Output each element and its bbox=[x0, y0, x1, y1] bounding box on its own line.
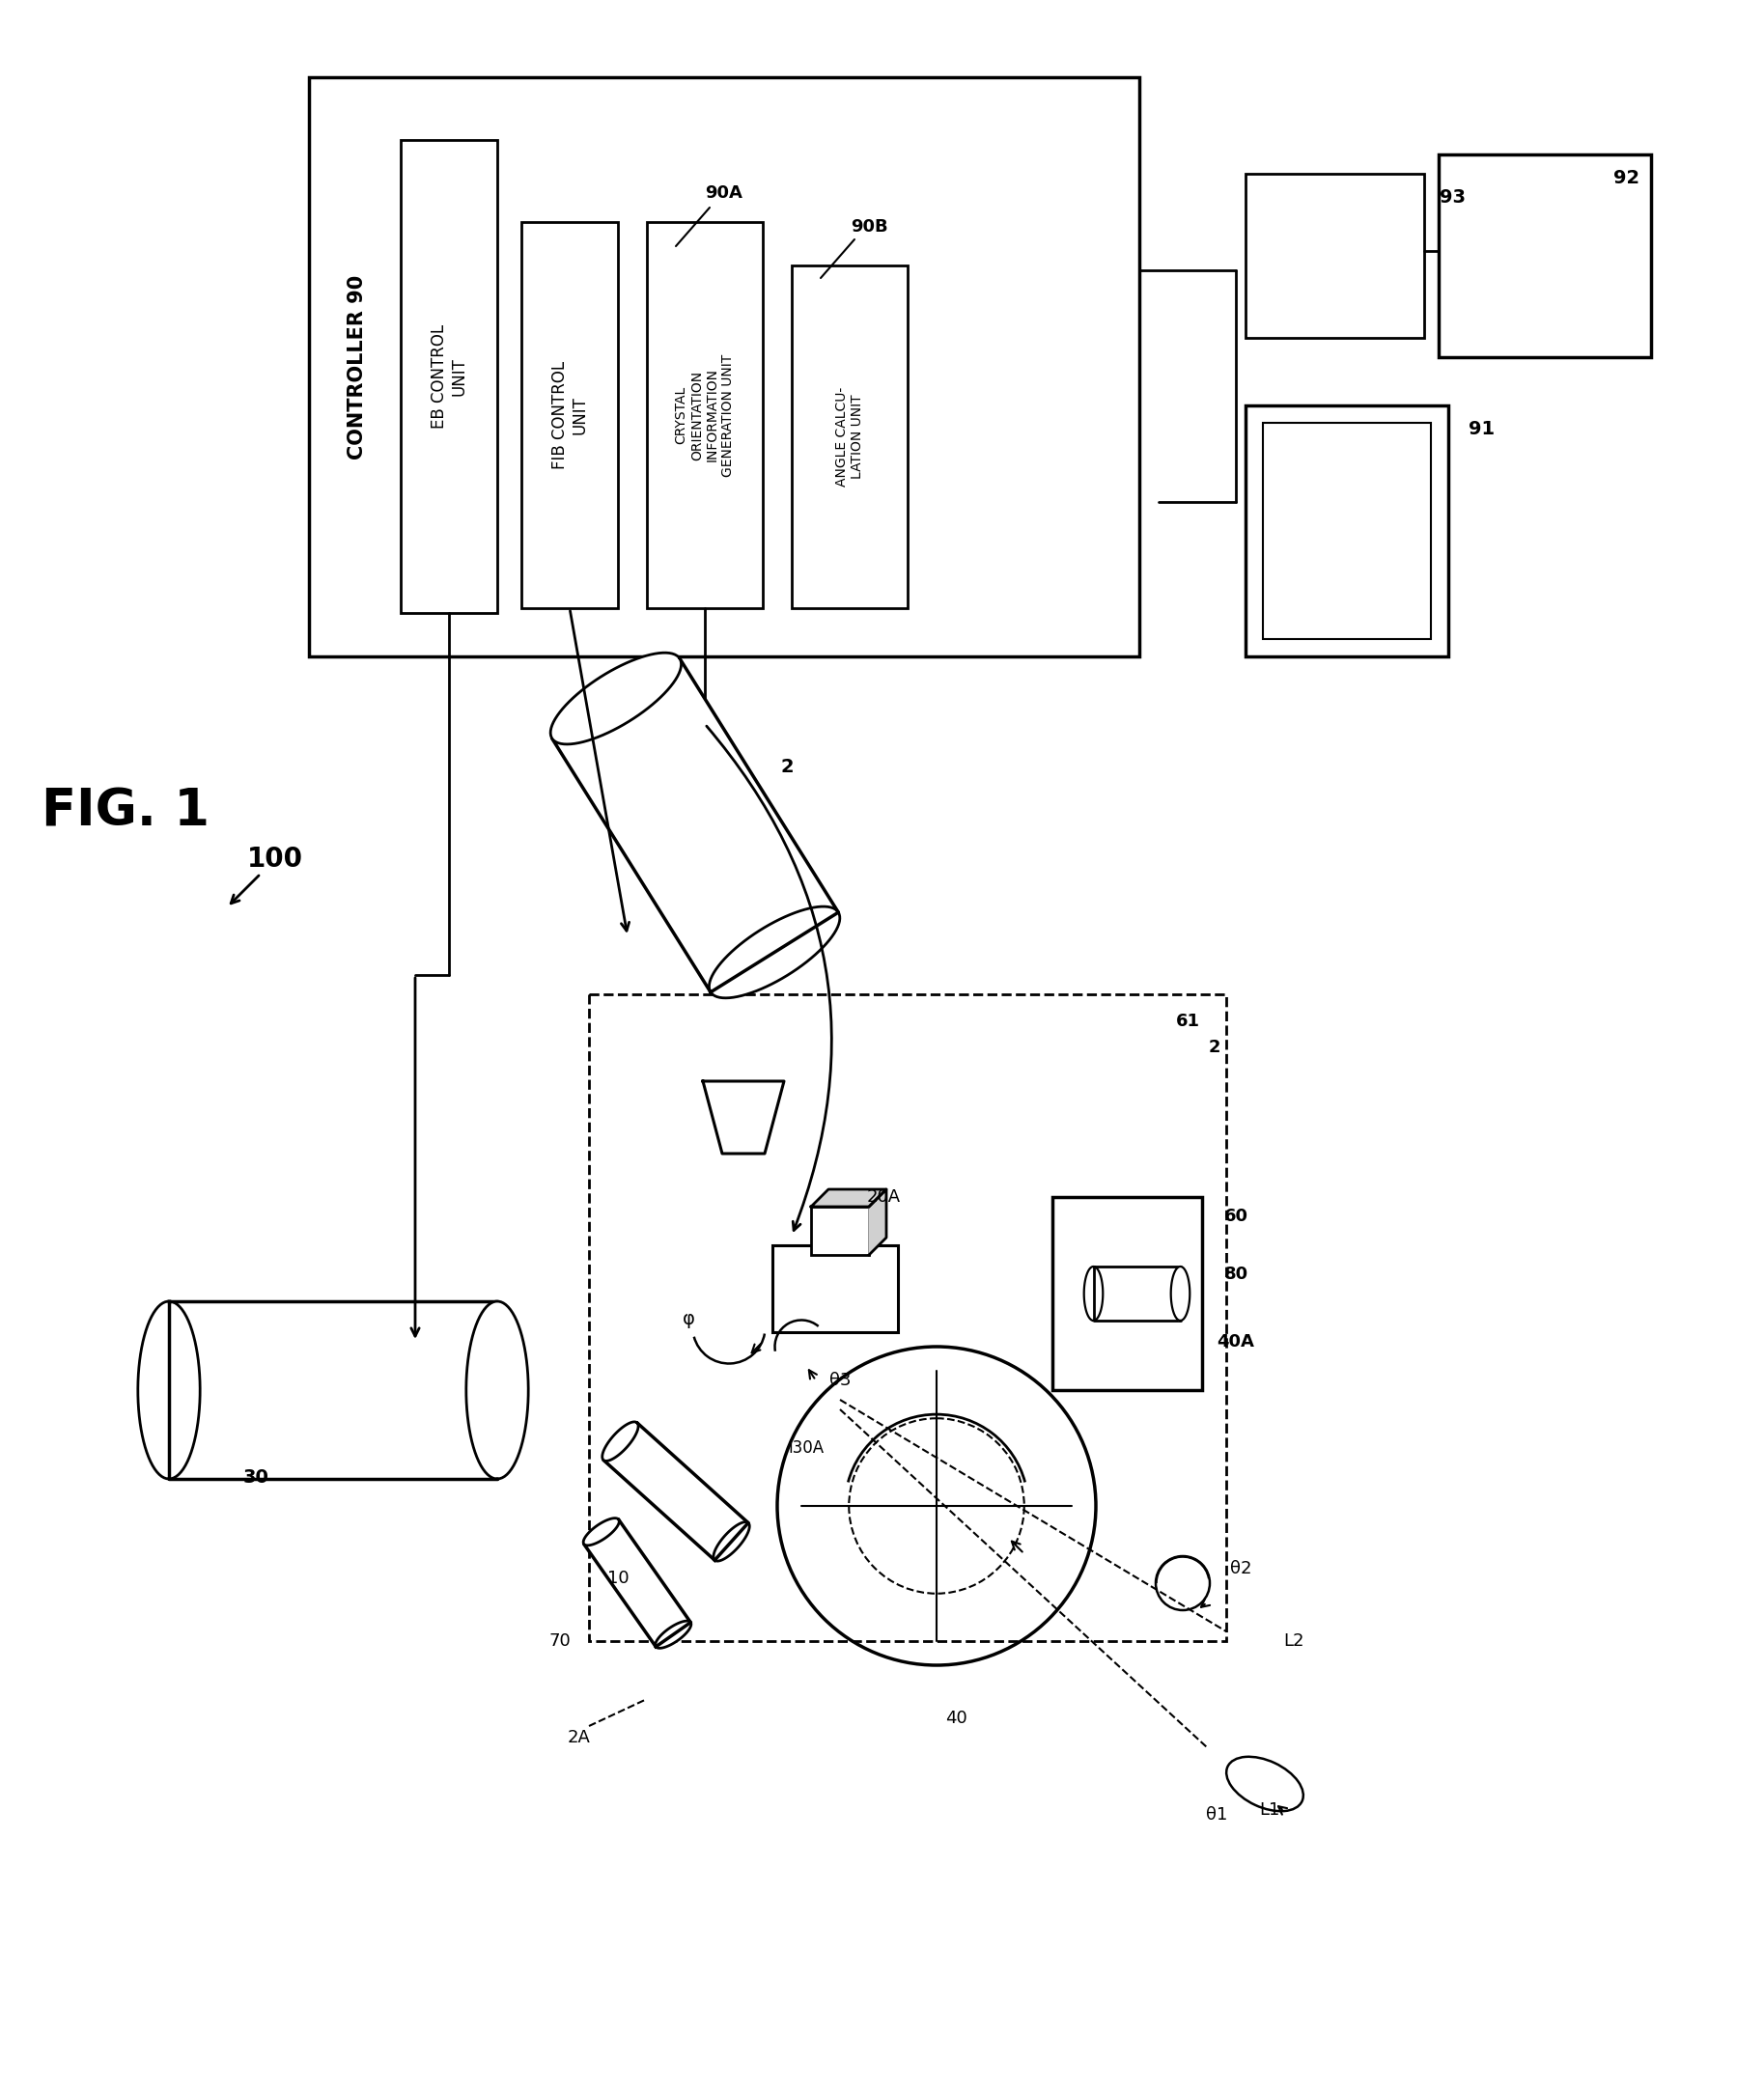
Text: 93: 93 bbox=[1439, 188, 1466, 207]
Text: L2: L2 bbox=[1284, 1632, 1304, 1650]
Text: 10: 10 bbox=[607, 1569, 628, 1588]
Text: 92: 92 bbox=[1614, 169, 1641, 188]
Polygon shape bbox=[603, 1423, 748, 1560]
Polygon shape bbox=[1085, 1266, 1102, 1320]
Bar bbox=[1439, 155, 1651, 357]
Text: 2A: 2A bbox=[568, 1730, 591, 1746]
Text: 60: 60 bbox=[1224, 1207, 1247, 1224]
Polygon shape bbox=[466, 1301, 529, 1479]
Bar bbox=[309, 77, 1140, 656]
Polygon shape bbox=[138, 1301, 199, 1479]
Polygon shape bbox=[584, 1519, 619, 1546]
Polygon shape bbox=[870, 1189, 886, 1255]
Polygon shape bbox=[1171, 1266, 1189, 1320]
Text: 40: 40 bbox=[946, 1709, 967, 1728]
Text: 2: 2 bbox=[780, 758, 794, 777]
Text: 80: 80 bbox=[1224, 1266, 1247, 1283]
Bar bbox=[400, 140, 497, 612]
Bar bbox=[589, 994, 1226, 1642]
Polygon shape bbox=[1094, 1266, 1180, 1320]
Text: i30A: i30A bbox=[789, 1439, 824, 1456]
Bar bbox=[522, 221, 617, 608]
Text: 90B: 90B bbox=[850, 217, 887, 236]
Text: 20A: 20A bbox=[866, 1189, 900, 1205]
Polygon shape bbox=[602, 1423, 639, 1460]
Text: 90A: 90A bbox=[706, 184, 743, 203]
Bar bbox=[811, 1207, 870, 1255]
Text: EB CONTROL
UNIT: EB CONTROL UNIT bbox=[430, 324, 467, 428]
Polygon shape bbox=[811, 1189, 886, 1207]
Text: θ2: θ2 bbox=[1230, 1560, 1251, 1577]
Text: 100: 100 bbox=[247, 846, 303, 873]
Text: 2: 2 bbox=[1208, 1038, 1221, 1057]
Text: 30: 30 bbox=[243, 1469, 268, 1485]
Text: FIB CONTROL
UNIT: FIB CONTROL UNIT bbox=[550, 361, 589, 470]
Bar bbox=[1245, 173, 1424, 338]
Polygon shape bbox=[169, 1301, 497, 1479]
Bar bbox=[647, 221, 762, 608]
Bar bbox=[1053, 1197, 1201, 1389]
Text: CONTROLLER 90: CONTROLLER 90 bbox=[348, 274, 367, 460]
Text: 61: 61 bbox=[1175, 1013, 1200, 1030]
Polygon shape bbox=[656, 1621, 691, 1648]
Bar bbox=[1245, 405, 1448, 656]
Text: 91: 91 bbox=[1469, 420, 1496, 439]
Text: CRYSTAL
ORIENTATION
INFORMATION
GENERATION UNIT: CRYSTAL ORIENTATION INFORMATION GENERATI… bbox=[674, 353, 736, 476]
Bar bbox=[773, 1245, 898, 1333]
Text: 70: 70 bbox=[549, 1632, 572, 1650]
Text: φ: φ bbox=[683, 1310, 695, 1329]
Polygon shape bbox=[584, 1519, 691, 1646]
Text: FIG. 1: FIG. 1 bbox=[42, 785, 210, 836]
Text: θ3: θ3 bbox=[829, 1372, 850, 1389]
Text: 40A: 40A bbox=[1217, 1333, 1254, 1349]
Text: ANGLE CALCU-
LATION UNIT: ANGLE CALCU- LATION UNIT bbox=[834, 386, 864, 487]
Polygon shape bbox=[709, 907, 840, 999]
Text: θ1: θ1 bbox=[1207, 1807, 1228, 1824]
Polygon shape bbox=[550, 652, 681, 744]
Polygon shape bbox=[713, 1523, 750, 1560]
Polygon shape bbox=[552, 658, 838, 992]
Polygon shape bbox=[702, 1082, 783, 1153]
Bar bbox=[1263, 422, 1431, 639]
Text: L1: L1 bbox=[1259, 1801, 1281, 1820]
Bar bbox=[792, 265, 908, 608]
